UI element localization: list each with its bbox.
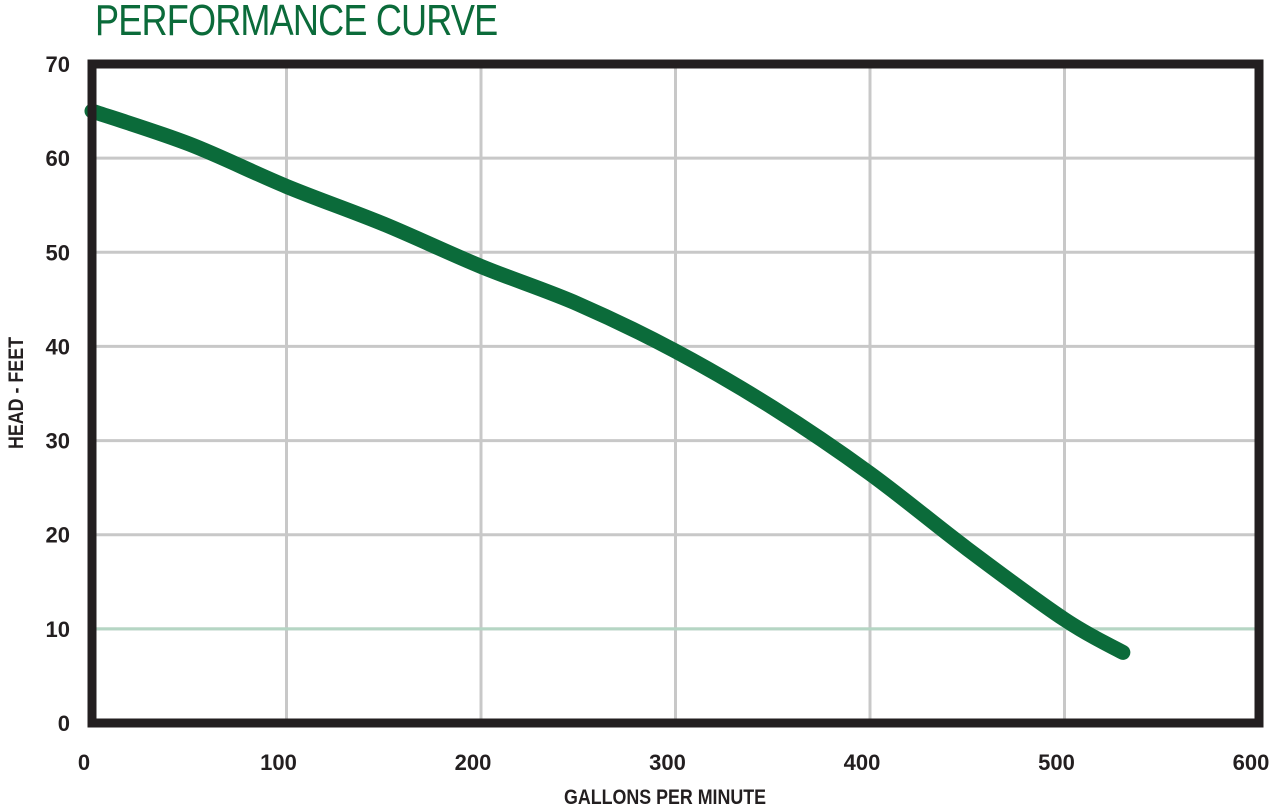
chart-title: PERFORMANCE CURVE bbox=[95, 0, 498, 45]
x-axis-ticks: 0 100 200 300 400 500 600 bbox=[78, 750, 1269, 775]
x-tick-label: 0 bbox=[78, 750, 90, 775]
x-tick-label: 200 bbox=[455, 750, 492, 775]
x-tick-label: 600 bbox=[1233, 750, 1270, 775]
x-tick-label: 300 bbox=[649, 750, 686, 775]
y-tick-label: 0 bbox=[58, 711, 70, 736]
y-tick-label: 70 bbox=[46, 52, 70, 77]
x-axis-label: GALLONS PER MINUTE bbox=[564, 786, 766, 810]
y-tick-label: 10 bbox=[46, 617, 70, 642]
y-axis-ticks: 0 10 20 30 40 50 60 70 bbox=[46, 52, 70, 736]
y-tick-label: 50 bbox=[46, 240, 70, 265]
x-tick-label: 500 bbox=[1038, 750, 1075, 775]
grid-lines bbox=[92, 64, 1259, 723]
y-axis-label: HEAD - FEET bbox=[5, 337, 29, 449]
y-tick-label: 40 bbox=[46, 334, 70, 359]
y-tick-label: 20 bbox=[46, 523, 70, 548]
y-tick-label: 60 bbox=[46, 146, 70, 171]
x-tick-label: 400 bbox=[844, 750, 881, 775]
head-curve bbox=[84, 103, 1131, 660]
plot-frame bbox=[87, 59, 1264, 728]
x-tick-label: 100 bbox=[260, 750, 297, 775]
y-tick-label: 30 bbox=[46, 429, 70, 454]
